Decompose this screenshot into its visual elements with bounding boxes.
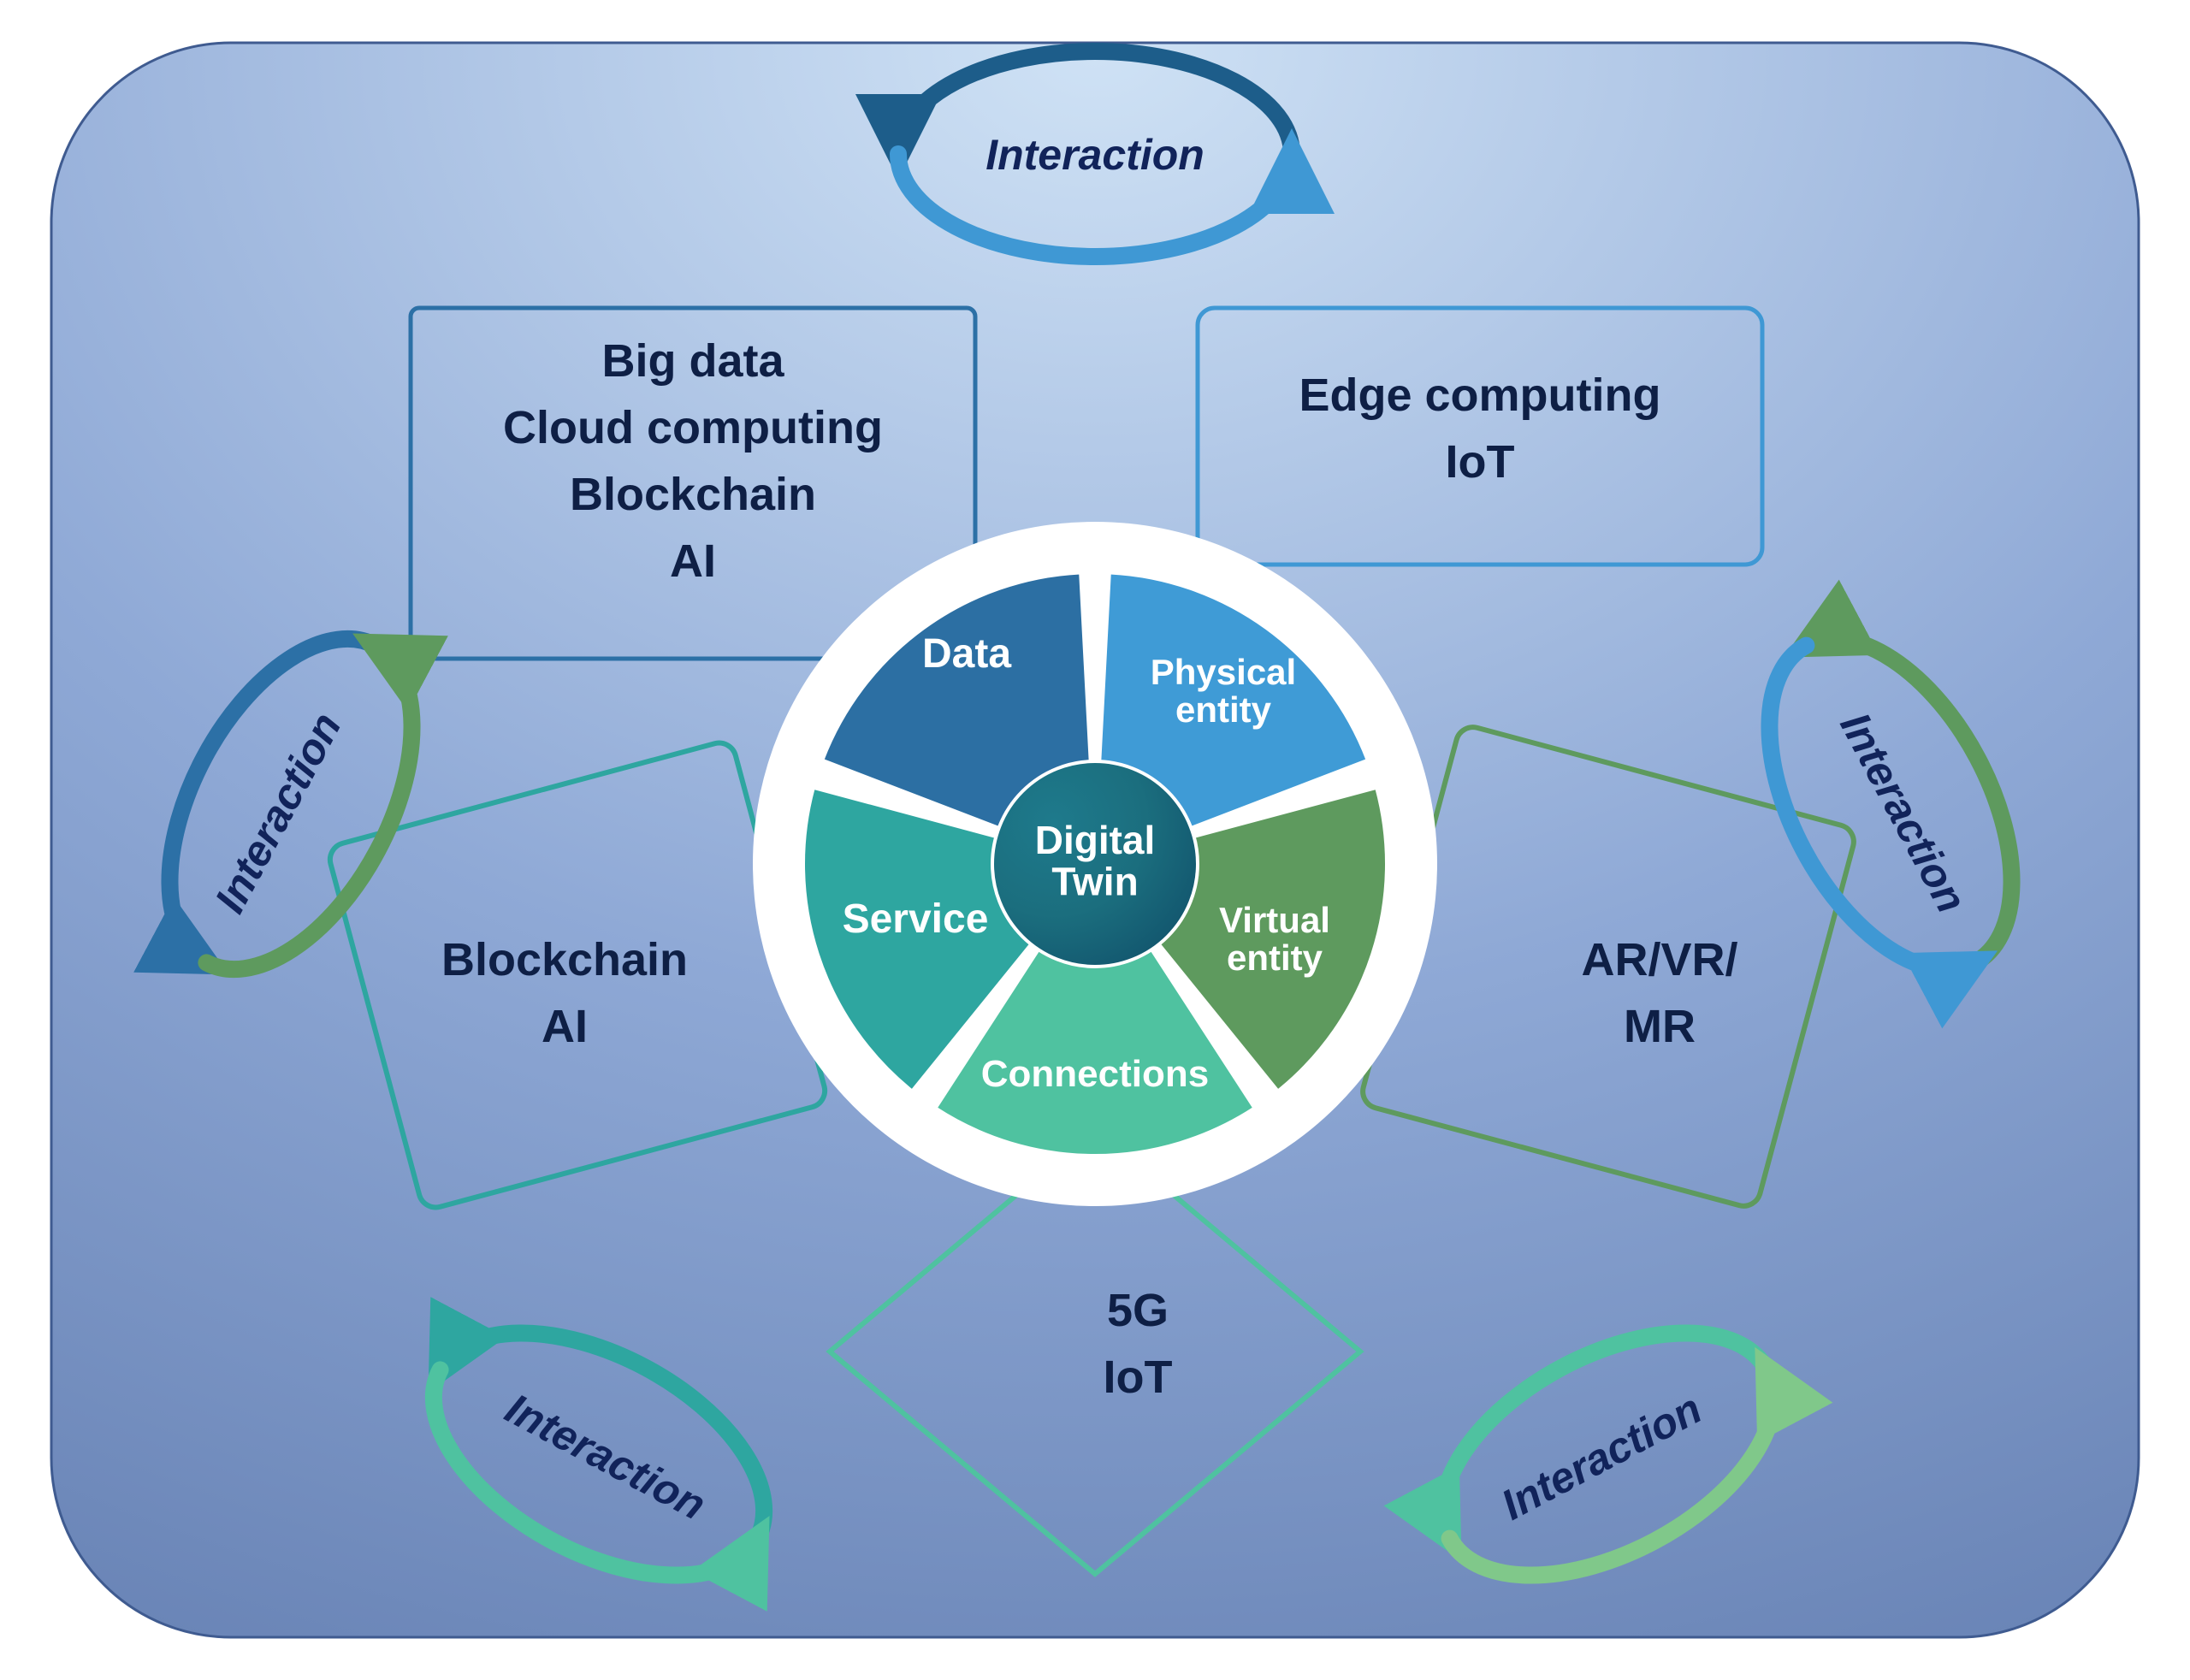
- segment-connections-label: Connections: [981, 1053, 1209, 1095]
- segment-virtual-entity-label: Virtualentity: [1219, 900, 1330, 978]
- segment-service-label: Service: [843, 896, 989, 942]
- segment-data-label: Data: [922, 631, 1011, 677]
- center-hub-label: DigitalTwin: [1035, 818, 1156, 903]
- interaction-top-label: Interaction: [986, 131, 1204, 179]
